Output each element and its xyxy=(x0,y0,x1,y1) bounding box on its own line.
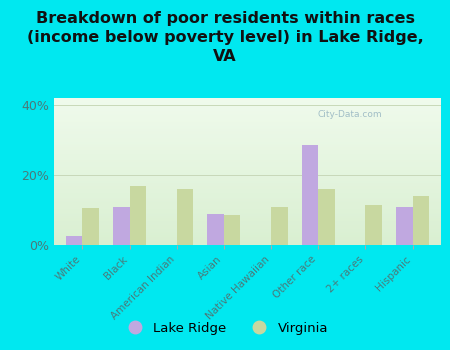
Legend: Lake Ridge, Virginia: Lake Ridge, Virginia xyxy=(116,316,334,340)
Bar xyxy=(177,189,193,245)
Bar xyxy=(224,215,240,245)
Bar xyxy=(302,145,318,245)
Bar xyxy=(82,208,99,245)
Bar xyxy=(413,196,429,245)
Bar xyxy=(207,214,224,245)
Bar xyxy=(365,205,382,245)
Bar xyxy=(318,189,335,245)
Text: Breakdown of poor residents within races
(income below poverty level) in Lake Ri: Breakdown of poor residents within races… xyxy=(27,10,423,64)
Bar xyxy=(113,206,130,245)
Bar xyxy=(396,206,413,245)
Bar xyxy=(130,186,146,245)
Bar xyxy=(271,206,288,245)
Text: City-Data.com: City-Data.com xyxy=(317,110,382,119)
Bar xyxy=(66,236,82,245)
